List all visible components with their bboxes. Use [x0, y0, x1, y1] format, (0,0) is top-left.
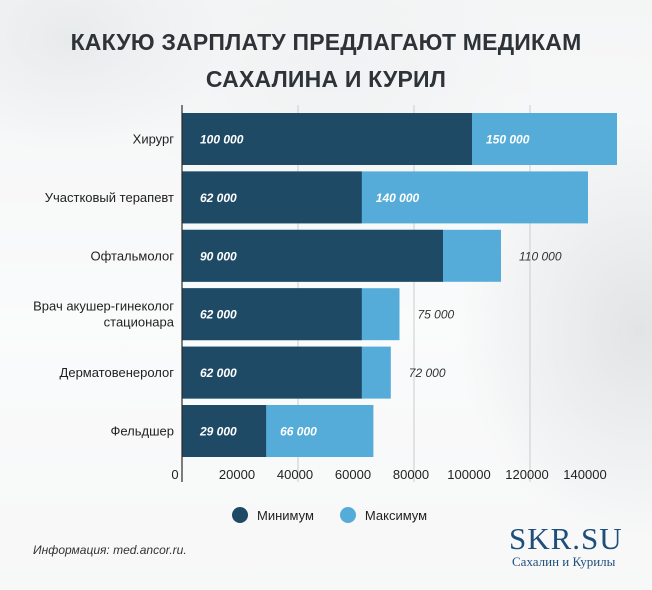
bar-min-6 — [182, 405, 267, 457]
x-tick-label-6: 100000 — [447, 467, 490, 482]
data-label-max-3: 110 000 — [519, 249, 562, 263]
data-label-min-1: 100 000 — [200, 133, 244, 147]
category-label-5: Дерматовенеролог — [60, 365, 175, 380]
legend: Минимум Максимум — [232, 507, 453, 523]
category-label-3: Офтальмолог — [90, 248, 174, 263]
bar-min-3 — [182, 229, 443, 282]
bar-min-1 — [182, 113, 472, 165]
data-label-max-4: 75 000 — [418, 308, 455, 322]
data-label-max-1: 150 000 — [486, 133, 530, 147]
x-tick-label-5: 80000 — [393, 467, 429, 482]
title-line-2: САХАЛИНА И КУРИЛ — [205, 66, 447, 92]
x-tick-label-1: 0 — [171, 467, 178, 482]
data-label-max-2: 140 000 — [376, 191, 420, 205]
title-line-1: КАКУЮ ЗАРПЛАТУ ПРЕДЛАГАЮТ МЕДИКАМ — [70, 29, 582, 55]
legend-label-min: Минимум — [257, 507, 314, 523]
category-label-6: Фельдшер — [110, 424, 174, 439]
bar-min-4 — [182, 288, 362, 341]
x-tick-label-4: 60000 — [335, 467, 371, 482]
bar-min-5 — [182, 346, 362, 399]
data-label-max-5: 72 000 — [409, 366, 446, 380]
bar-min-2 — [182, 171, 362, 224]
x-tick-label-7: 120000 — [505, 467, 548, 482]
data-label-max-6: 66 000 — [280, 425, 317, 439]
legend-item-max: Максимум — [339, 507, 428, 523]
category-label-4-line-2: стационара — [104, 315, 175, 330]
x-tick-label-2: 20000 — [219, 467, 255, 482]
data-label-min-2: 62 000 — [200, 191, 237, 205]
data-label-min-4: 62 000 — [200, 308, 237, 322]
category-label-2: Участковый терапевт — [45, 190, 174, 205]
logo-tagline: Сахалин и Курилы — [512, 554, 616, 569]
x-tick-label-3: 40000 — [277, 467, 313, 482]
data-label-min-6: 29 000 — [199, 425, 237, 439]
source-note: Информация: med.ancor.ru. — [33, 543, 187, 557]
category-label-1: Хирург — [133, 132, 175, 147]
x-tick-label-8: 140000 — [563, 467, 606, 482]
chart-title: КАКУЮ ЗАРПЛАТУ ПРЕДЛАГАЮТ МЕДИКАМ САХАЛИ… — [0, 24, 652, 98]
data-label-min-3: 90 000 — [200, 249, 237, 263]
category-label-4-line-1: Врач акушер-гинеколог — [33, 299, 174, 314]
legend-swatch-max — [339, 507, 356, 523]
legend-item-min: Минимум — [232, 507, 314, 523]
data-label-min-5: 62 000 — [200, 366, 237, 380]
legend-swatch-min — [232, 507, 248, 523]
legend-label-max: Максимум — [364, 507, 428, 523]
logo-text: SKR.SU — [509, 521, 623, 556]
